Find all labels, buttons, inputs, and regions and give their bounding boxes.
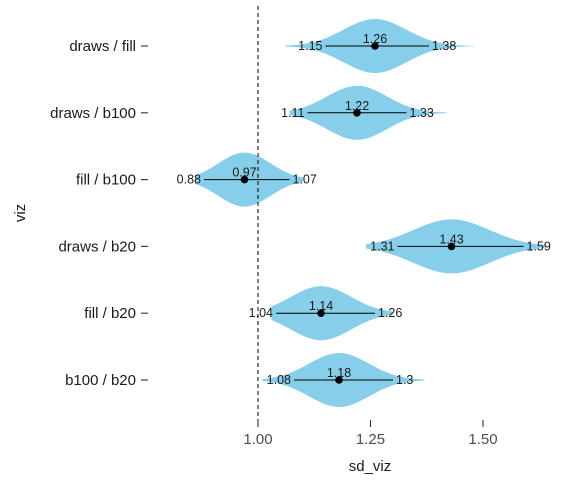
x-axis: 1.00 1.25 1.50 bbox=[243, 420, 498, 448]
lower-bound-label: 1.08 bbox=[267, 373, 291, 387]
violins-layer bbox=[195, 19, 546, 407]
lower-bound-label: 1.04 bbox=[249, 306, 273, 320]
y-tick-label: b100 / b20 bbox=[65, 372, 136, 389]
median-label: 1.18 bbox=[327, 366, 351, 380]
x-axis-title: sd_viz bbox=[349, 458, 392, 475]
median-point bbox=[317, 309, 325, 318]
median-label: 1.43 bbox=[439, 232, 463, 246]
x-tick-label: 1.25 bbox=[356, 431, 385, 448]
median-point bbox=[335, 376, 343, 384]
y-axis-title: viz bbox=[12, 204, 29, 222]
median-label: 1.26 bbox=[363, 32, 387, 46]
upper-bound-label: 1.33 bbox=[410, 106, 434, 120]
upper-bound-label: 1.07 bbox=[293, 173, 317, 187]
y-tick-label: fill / b100 bbox=[76, 172, 136, 189]
lower-bound-label: 1.11 bbox=[281, 106, 304, 120]
median-label: 1.22 bbox=[345, 99, 369, 113]
y-axis: draws / fill draws / b100 fill / b100 draws… bbox=[50, 38, 148, 389]
upper-bound-label: 1.38 bbox=[432, 39, 456, 53]
upper-bound-label: 1.59 bbox=[527, 239, 551, 253]
upper-bound-label: 1.3 bbox=[396, 373, 413, 387]
upper-bound-label: 1.26 bbox=[378, 306, 402, 320]
median-label: 0.97 bbox=[232, 166, 256, 180]
lower-bound-label: 0.88 bbox=[177, 173, 201, 187]
y-tick-label: draws / b100 bbox=[50, 105, 136, 122]
median-point bbox=[353, 109, 361, 117]
x-tick-label: 1.50 bbox=[468, 431, 497, 448]
median-point bbox=[240, 175, 249, 184]
median-point bbox=[371, 42, 379, 50]
median-label: 1.14 bbox=[309, 299, 333, 313]
median-point bbox=[447, 242, 456, 251]
y-tick-label: fill / b20 bbox=[84, 305, 136, 322]
intervals-layer: 1.15 1.26 1.381.11 1.22 1.330.88 0.97 1.071.31… bbox=[177, 32, 551, 387]
x-tick-label: 1.00 bbox=[243, 431, 272, 448]
y-tick-label: draws / fill bbox=[69, 38, 136, 55]
lower-bound-label: 1.15 bbox=[298, 39, 322, 53]
y-tick-label: draws / b20 bbox=[58, 238, 136, 255]
lower-bound-label: 1.31 bbox=[370, 239, 394, 253]
